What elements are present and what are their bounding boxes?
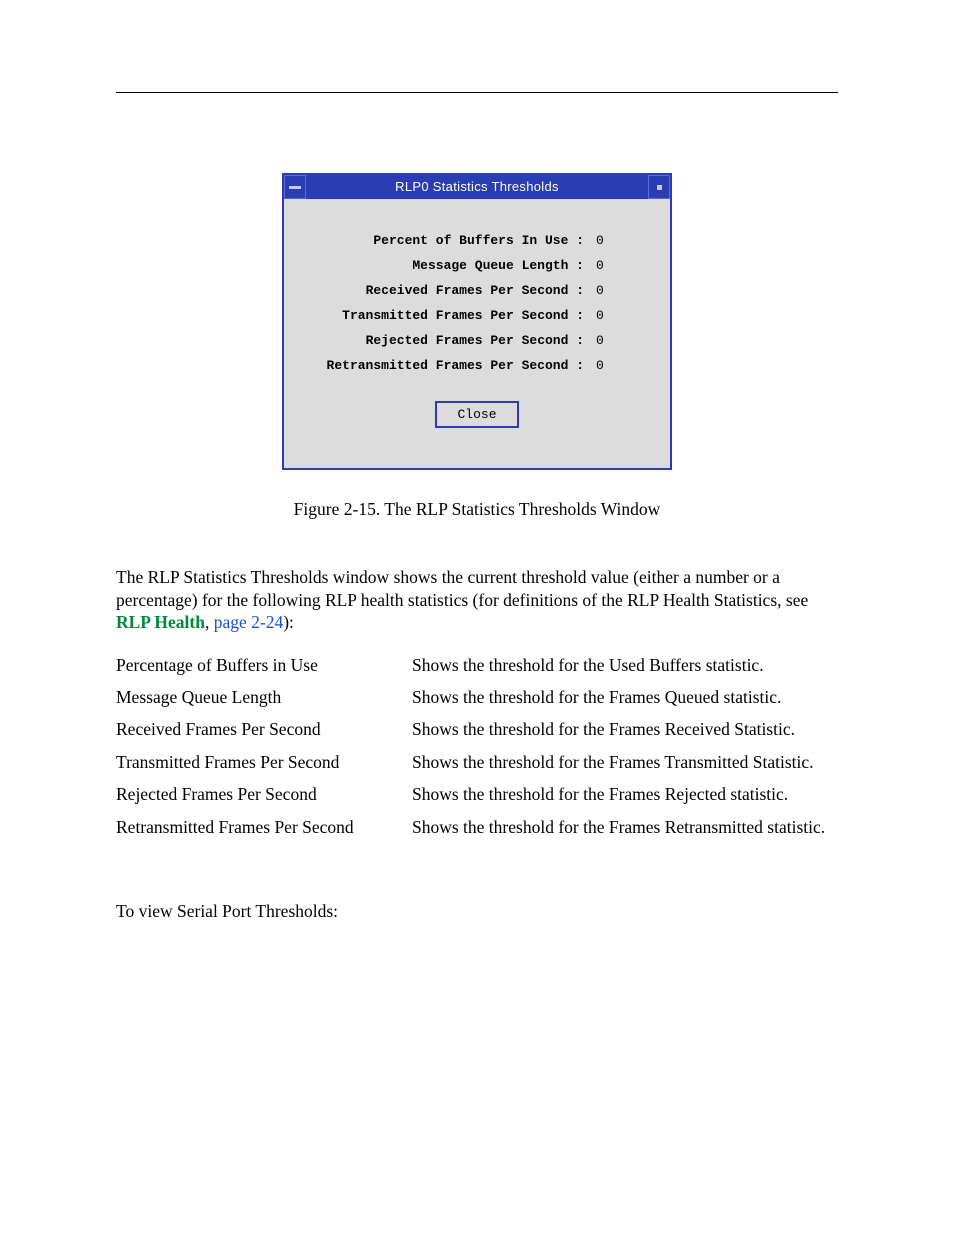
page-ref-link[interactable]: page 2-24 bbox=[214, 612, 284, 632]
stat-row: Transmitted Frames Per Second : 0 bbox=[302, 308, 652, 323]
definition-term: Rejected Frames Per Second bbox=[116, 783, 412, 805]
definition-desc: Shows the threshold for the Used Buffers… bbox=[412, 654, 838, 676]
final-instruction: To view Serial Port Thresholds: bbox=[116, 900, 838, 922]
rlp-thresholds-dialog: RLP0 Statistics Thresholds Percent of Bu… bbox=[282, 173, 672, 470]
stat-value: 0 bbox=[584, 308, 604, 323]
definition-desc: Shows the threshold for the Frames Queue… bbox=[412, 686, 838, 708]
stat-row: Rejected Frames Per Second : 0 bbox=[302, 333, 652, 348]
definition-row: Retransmitted Frames Per Second Shows th… bbox=[116, 816, 838, 838]
definition-row: Message Queue Length Shows the threshold… bbox=[116, 686, 838, 708]
dialog-titlebar: RLP0 Statistics Thresholds bbox=[284, 175, 670, 199]
stat-row: Message Queue Length : 0 bbox=[302, 258, 652, 273]
definition-term: Received Frames Per Second bbox=[116, 718, 412, 740]
dialog-title: RLP0 Statistics Thresholds bbox=[306, 175, 648, 199]
stat-value: 0 bbox=[584, 233, 604, 248]
stat-label: Percent of Buffers In Use : bbox=[302, 233, 584, 248]
stat-label: Rejected Frames Per Second : bbox=[302, 333, 584, 348]
close-button[interactable]: Close bbox=[435, 401, 518, 428]
definition-term: Percentage of Buffers in Use bbox=[116, 654, 412, 676]
definition-row: Rejected Frames Per Second Shows the thr… bbox=[116, 783, 838, 805]
definition-term: Retransmitted Frames Per Second bbox=[116, 816, 412, 838]
rlp-health-link[interactable]: RLP Health bbox=[116, 612, 205, 632]
intro-text-post: ): bbox=[283, 612, 294, 632]
window-menu-icon[interactable] bbox=[284, 175, 306, 199]
stat-label: Message Queue Length : bbox=[302, 258, 584, 273]
intro-paragraph: The RLP Statistics Thresholds window sho… bbox=[116, 566, 838, 633]
stat-value: 0 bbox=[584, 258, 604, 273]
definition-desc: Shows the threshold for the Frames Trans… bbox=[412, 751, 838, 773]
definition-row: Percentage of Buffers in Use Shows the t… bbox=[116, 654, 838, 676]
stat-label: Retransmitted Frames Per Second : bbox=[302, 358, 584, 373]
definition-desc: Shows the threshold for the Frames Recei… bbox=[412, 718, 838, 740]
stat-row: Retransmitted Frames Per Second : 0 bbox=[302, 358, 652, 373]
document-page: RLP0 Statistics Thresholds Percent of Bu… bbox=[0, 0, 954, 982]
dialog-screenshot-wrap: RLP0 Statistics Thresholds Percent of Bu… bbox=[116, 173, 838, 470]
window-resize-icon[interactable] bbox=[648, 175, 670, 199]
header-rule bbox=[116, 92, 838, 93]
definition-row: Received Frames Per Second Shows the thr… bbox=[116, 718, 838, 740]
dialog-body: Percent of Buffers In Use : 0 Message Qu… bbox=[284, 199, 670, 468]
stat-row: Percent of Buffers In Use : 0 bbox=[302, 233, 652, 248]
definition-desc: Shows the threshold for the Frames Retra… bbox=[412, 816, 838, 838]
stat-value: 0 bbox=[584, 358, 604, 373]
definition-desc: Shows the threshold for the Frames Rejec… bbox=[412, 783, 838, 805]
definition-term: Transmitted Frames Per Second bbox=[116, 751, 412, 773]
dialog-button-row: Close bbox=[302, 401, 652, 428]
definition-term: Message Queue Length bbox=[116, 686, 412, 708]
definitions-list: Percentage of Buffers in Use Shows the t… bbox=[116, 654, 838, 838]
stat-row: Received Frames Per Second : 0 bbox=[302, 283, 652, 298]
intro-text-pre: The RLP Statistics Thresholds window sho… bbox=[116, 567, 808, 609]
stat-label: Transmitted Frames Per Second : bbox=[302, 308, 584, 323]
stat-value: 0 bbox=[584, 333, 604, 348]
stat-value: 0 bbox=[584, 283, 604, 298]
definition-row: Transmitted Frames Per Second Shows the … bbox=[116, 751, 838, 773]
figure-caption: Figure 2-15. The RLP Statistics Threshol… bbox=[116, 498, 838, 520]
intro-sep: , bbox=[205, 612, 214, 632]
stat-label: Received Frames Per Second : bbox=[302, 283, 584, 298]
